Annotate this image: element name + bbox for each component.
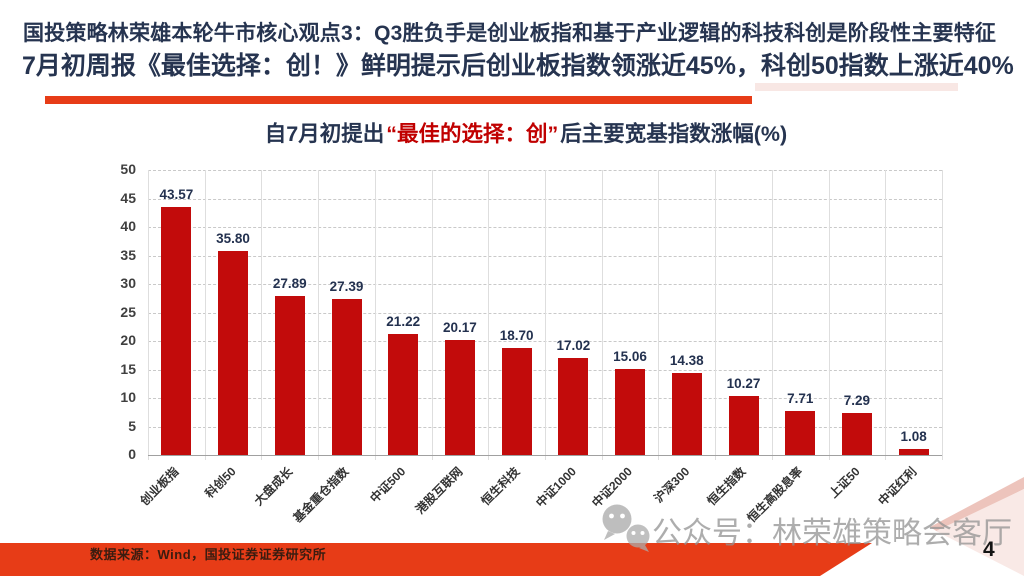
bar-value-label: 1.08: [900, 428, 927, 444]
gridline-vertical: [374, 170, 376, 460]
chart-title-suffix: 后主要宽基指数涨幅(%): [560, 122, 788, 146]
bar-value-label: 27.39: [329, 278, 364, 294]
footer-pink-wedge-fill: [936, 489, 1024, 576]
gridline-vertical: [318, 170, 320, 460]
bar-value-label: 17.02: [556, 338, 591, 353]
y-axis-tick-label: 45: [120, 189, 136, 206]
x-axis-line: [148, 455, 942, 456]
bar: [501, 348, 532, 455]
headline-line2: 7月初周报《最佳选择：创！》鲜明提示后创业板指数领涨近45%，科创50指数上涨近…: [22, 52, 1014, 80]
gridline-vertical: [942, 170, 943, 460]
bar: [444, 340, 475, 455]
y-axis-tick-label: 10: [120, 389, 136, 405]
bar: [785, 411, 816, 455]
bar-value-label: 27.89: [272, 276, 307, 292]
y-axis-tick-label: 25: [120, 303, 136, 320]
y-axis-tick-label: 5: [128, 417, 136, 434]
bar: [388, 334, 419, 455]
y-axis-tick-label: 30: [120, 275, 136, 291]
header-divider-accent: [755, 83, 958, 91]
bar: [558, 358, 589, 455]
gridline-vertical: [771, 170, 773, 460]
bar: [274, 296, 305, 455]
watermark-text: 公众号：林荣雄策略会客厅: [652, 517, 1012, 550]
bar-value-label: 7.29: [843, 393, 871, 409]
chart-title-prefix: 自7月初提出: [264, 122, 385, 146]
bar: [671, 373, 702, 455]
gridline-vertical: [148, 170, 149, 460]
bar-value-label: 21.22: [386, 314, 421, 330]
bar-value-label: 18.70: [499, 328, 534, 344]
bar-value-label: 14.38: [669, 353, 704, 369]
y-axis-tick-label: 50: [120, 161, 136, 177]
footer-red-band: [0, 543, 872, 576]
y-axis-tick-label: 40: [120, 218, 136, 234]
chart-title-highlight: “最佳的选择：创”: [386, 122, 559, 146]
bar-value-label: 7.71: [787, 391, 814, 407]
bar: [331, 298, 362, 455]
bar: [161, 206, 192, 455]
bar-value-label: 15.06: [613, 349, 647, 365]
y-axis-tick-label: 20: [120, 332, 136, 348]
header-divider-bar: [45, 96, 752, 104]
gridline-vertical: [545, 170, 546, 460]
footer-decoration: [0, 477, 1024, 576]
gridline-vertical: [431, 170, 433, 460]
gridline-vertical: [828, 170, 830, 460]
bar: [898, 448, 929, 455]
gridline-vertical: [715, 170, 717, 460]
gridline-vertical: [488, 170, 490, 460]
footer-pink-wedge-edge: [930, 477, 1024, 532]
bar: [841, 413, 872, 455]
bar: [615, 369, 646, 455]
gridline-vertical: [885, 170, 887, 460]
bar-value-label: 43.57: [159, 186, 194, 202]
gridline-vertical: [658, 170, 660, 460]
gridline-vertical: [601, 170, 603, 460]
bar-value-label: 35.80: [216, 230, 250, 246]
bar-value-label: 10.27: [726, 376, 761, 392]
bar: [728, 396, 759, 455]
gridline-vertical: [261, 170, 263, 460]
bar-value-label: 20.17: [443, 320, 477, 336]
gridline-vertical: [204, 170, 206, 460]
chart-title: 自7月初提出“最佳的选择：创”后主要宽基指数涨幅(%): [129, 117, 923, 148]
wechat-icon: [602, 504, 650, 552]
bar: [218, 250, 249, 455]
data-source: 数据来源：Wind，国投证券证券研究所: [90, 547, 327, 562]
y-axis-tick-label: 15: [120, 360, 136, 377]
y-axis-tick-label: 0: [128, 446, 136, 462]
page-number: 4: [983, 538, 995, 561]
bar-chart-plot: 0 5 10 15 20 25 30 35 40 45 50 43.57 创业板指 35.80 科创50 27…: [120, 161, 943, 525]
y-axis-tick-label: 35: [120, 246, 136, 263]
headline-line1: 国投策略林荣雄本轮牛市核心观点3：Q3胜负手是创业板指和基于产业逻辑的科技科创是…: [23, 22, 997, 45]
